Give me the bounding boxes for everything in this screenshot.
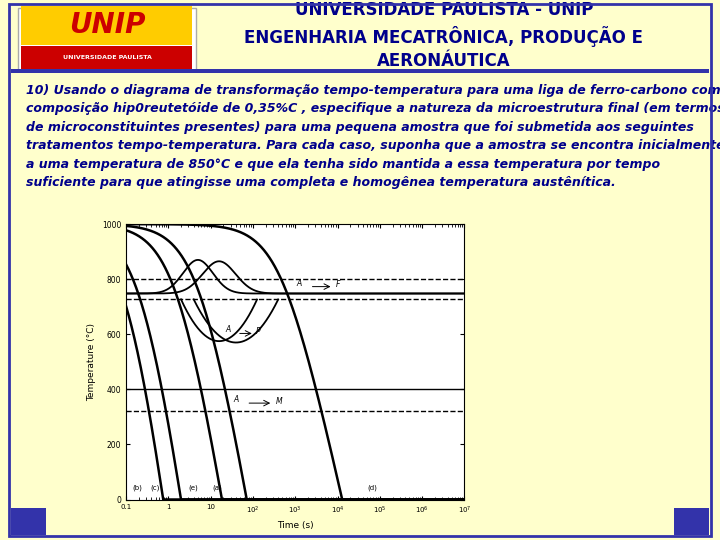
Text: (a): (a) <box>212 484 222 490</box>
Text: (b): (b) <box>132 484 143 490</box>
Y-axis label: Temperature (°C): Temperature (°C) <box>87 323 96 401</box>
Text: (c): (c) <box>150 484 160 490</box>
Bar <box>11 69 709 73</box>
Text: F: F <box>336 280 340 289</box>
Bar <box>674 508 709 535</box>
Text: P: P <box>256 327 261 336</box>
Bar <box>22 46 192 69</box>
Text: A: A <box>233 395 239 404</box>
Text: A: A <box>296 279 301 288</box>
Text: (d): (d) <box>367 484 377 490</box>
Text: 10) Usando o diagrama de transformação tempo-temperatura para uma liga de ferro-: 10) Usando o diagrama de transformação t… <box>26 84 720 189</box>
Text: UNIVERSIDADE PAULISTA - UNIP
ENGENHARIA MECATRÔNICA, PRODUÇÃO E
AERONÁUTICA: UNIVERSIDADE PAULISTA - UNIP ENGENHARIA … <box>244 1 643 71</box>
Text: M: M <box>275 397 282 406</box>
Text: UNIVERSIDADE PAULISTA: UNIVERSIDADE PAULISTA <box>63 55 152 60</box>
Bar <box>18 8 196 70</box>
X-axis label: Time (s): Time (s) <box>277 521 313 530</box>
Text: UNIP: UNIP <box>69 11 145 39</box>
Bar <box>22 6 192 44</box>
Text: A: A <box>225 325 230 334</box>
Text: (e): (e) <box>189 484 198 490</box>
Bar <box>11 508 46 535</box>
